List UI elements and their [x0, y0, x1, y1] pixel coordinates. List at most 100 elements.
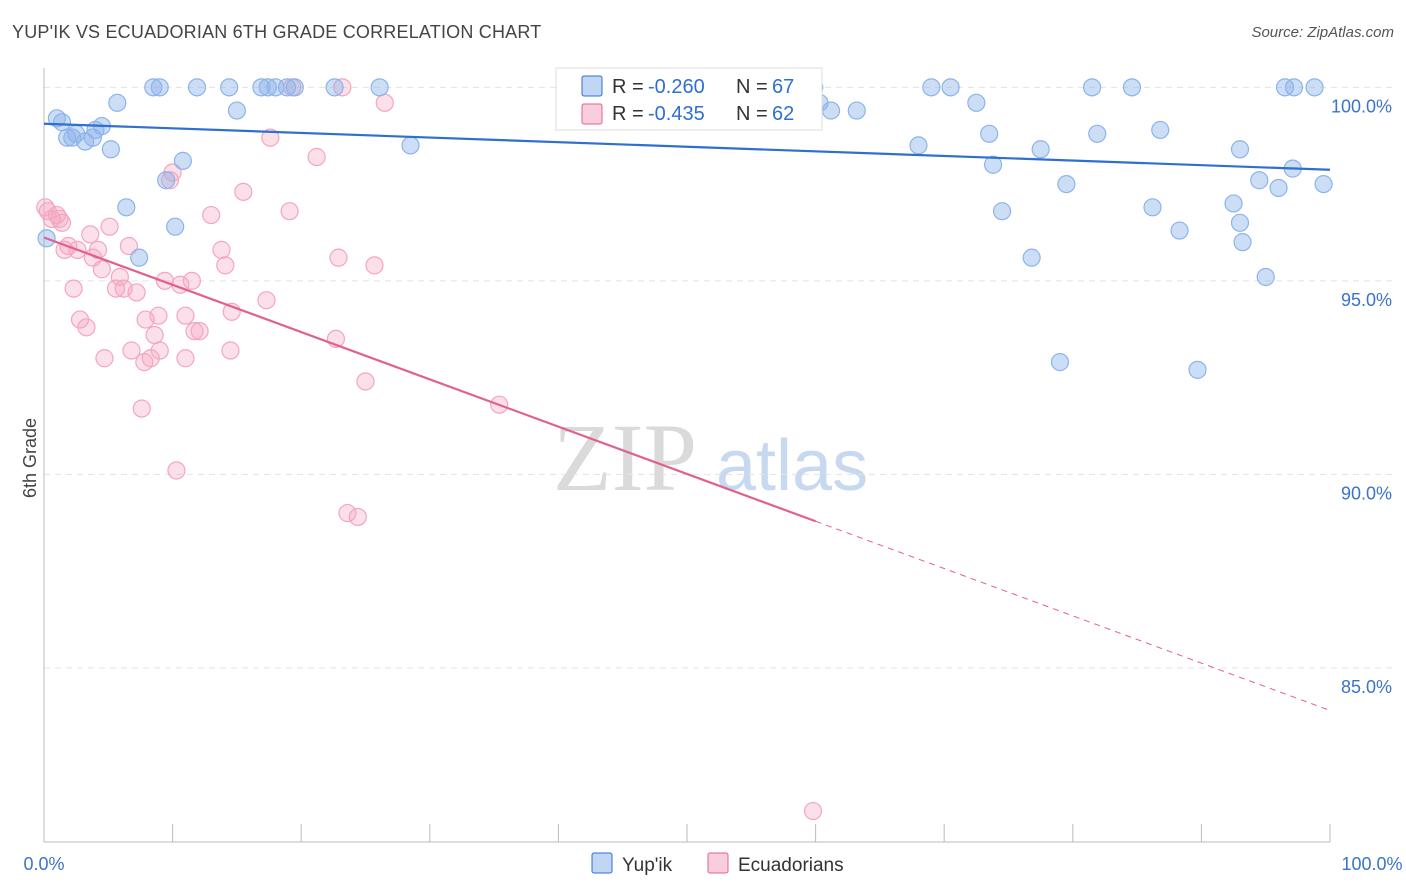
ecuadorians-point: [176, 349, 195, 368]
yupik-point: [258, 78, 277, 97]
y-tick-label: 90.0%: [1341, 483, 1392, 503]
ecuadorians-point: [150, 341, 169, 360]
ecuadorians-point: [375, 93, 394, 112]
ecuadorians-point: [77, 318, 96, 337]
yupik-point: [277, 78, 297, 97]
yupik-point: [1022, 248, 1041, 267]
yupik-point: [1057, 175, 1076, 194]
legend-r-label-yupik: R =: [612, 76, 644, 98]
ecuadorians-point: [365, 256, 384, 275]
x-ticks: [43, 824, 1331, 842]
y-tick-labels: 100.0% 95.0% 90.0% 85.0%: [1331, 96, 1392, 697]
yupik-point: [101, 140, 120, 159]
yupik-point: [1269, 178, 1288, 198]
ecuadorians-point: [356, 372, 375, 391]
gridlines: [44, 86, 1392, 669]
ecuadorians-point: [149, 306, 168, 325]
series-ecuadorians-points: [36, 78, 823, 821]
ecuadorians-point: [333, 78, 352, 97]
yupik-point: [157, 171, 176, 190]
y-axis-title: 6th Grade: [20, 418, 40, 498]
ecuadorians-point: [145, 325, 164, 345]
legend-r-value-yupik: -0.260: [648, 76, 705, 98]
ecuadorians-trendline-extension: [815, 520, 1331, 711]
ecuadorians-point: [212, 240, 231, 259]
ecuadorians-point: [257, 291, 276, 310]
yupik-point: [1230, 140, 1250, 159]
yupik-point: [252, 78, 271, 97]
ecuadorians-point: [216, 256, 235, 275]
yupik-point: [187, 78, 207, 97]
yupik-point: [1314, 175, 1333, 194]
ecuadorians-point: [338, 503, 357, 523]
yupik-point: [401, 136, 420, 155]
yupik-point: [941, 78, 960, 97]
y-tick-label: 95.0%: [1341, 290, 1392, 310]
yupik-point: [1082, 78, 1102, 97]
ecuadorians-point: [182, 271, 201, 290]
watermark-zip: ZIP: [553, 404, 697, 511]
yupik-point: [1050, 353, 1070, 372]
ecuadorians-trendline: [43, 236, 816, 523]
ecuadorians-point: [81, 225, 100, 244]
yupik-point: [150, 78, 169, 97]
yupik-point: [166, 217, 185, 236]
yupik-point: [1143, 198, 1162, 217]
yupik-point: [1284, 78, 1304, 97]
legend-n-value-ecuadorians: 62: [772, 103, 794, 125]
yupik-point: [1188, 360, 1207, 379]
ecuadorians-point: [307, 147, 326, 167]
ecuadorians-point: [176, 306, 195, 325]
ecuadorians-point: [202, 205, 221, 225]
yupik-point: [285, 78, 304, 97]
ecuadorians-point: [110, 267, 129, 287]
ecuadorians-point: [50, 209, 69, 229]
yupik-point: [980, 124, 999, 143]
yupik-point: [1088, 124, 1107, 143]
yupik-point: [1170, 221, 1189, 240]
ecuadorians-point: [100, 217, 119, 236]
yupik-point: [144, 78, 163, 97]
yupik-point: [1250, 171, 1269, 190]
bottom-legend-label-ecuadorians: Ecuadorians: [738, 855, 844, 876]
ecuadorians-point: [234, 182, 253, 201]
legend-r-value-ecuadorians: -0.435: [648, 103, 705, 125]
chart-source: Source: ZipAtlas.com: [1251, 24, 1394, 41]
watermark-atlas: atlas: [716, 426, 868, 506]
yupik-point: [922, 78, 941, 97]
series-yupik-points: [37, 78, 1333, 379]
yupik-point: [108, 93, 127, 112]
ecuadorians-point: [280, 202, 299, 221]
ecuadorians-point: [106, 279, 126, 298]
yupik-point: [325, 78, 344, 97]
legend-n-label-ecuadorians: N =: [736, 103, 768, 125]
yupik-point: [130, 248, 149, 267]
yupik-point: [1151, 120, 1170, 140]
ecuadorians-point: [119, 236, 138, 256]
y-tick-label: 85.0%: [1341, 677, 1392, 697]
ecuadorians-point: [803, 801, 823, 821]
ecuadorians-point: [92, 260, 111, 279]
yupik-point: [370, 78, 389, 97]
yupik-point: [58, 128, 77, 147]
bottom-legend-label-yupik: Yup'ik: [622, 855, 673, 876]
ecuadorians-point: [185, 322, 204, 341]
legend-swatch-ecuadorians: [581, 103, 603, 125]
yupik-point: [173, 151, 192, 170]
legend-n-label-yupik: N =: [736, 76, 768, 98]
yupik-point: [847, 101, 866, 120]
yupik-point: [1256, 267, 1275, 287]
legend-swatch-yupik: [581, 75, 603, 97]
yupik-point: [1224, 194, 1243, 213]
yupik-point: [1305, 78, 1324, 97]
yupik-point: [1122, 78, 1142, 97]
legend-r-label-ecuadorians: R =: [612, 103, 644, 125]
yupik-point: [909, 136, 928, 155]
legend-n-value-yupik: 67: [772, 76, 794, 98]
yupik-point: [117, 198, 136, 217]
yupik-point: [983, 155, 1003, 174]
ecuadorians-point: [36, 198, 55, 217]
bottom-legend-swatch-yupik: [591, 852, 613, 874]
stats-legend: R = -0.260 N = 67 R = -0.435 N = 62: [555, 67, 823, 131]
ecuadorians-point: [329, 248, 348, 267]
